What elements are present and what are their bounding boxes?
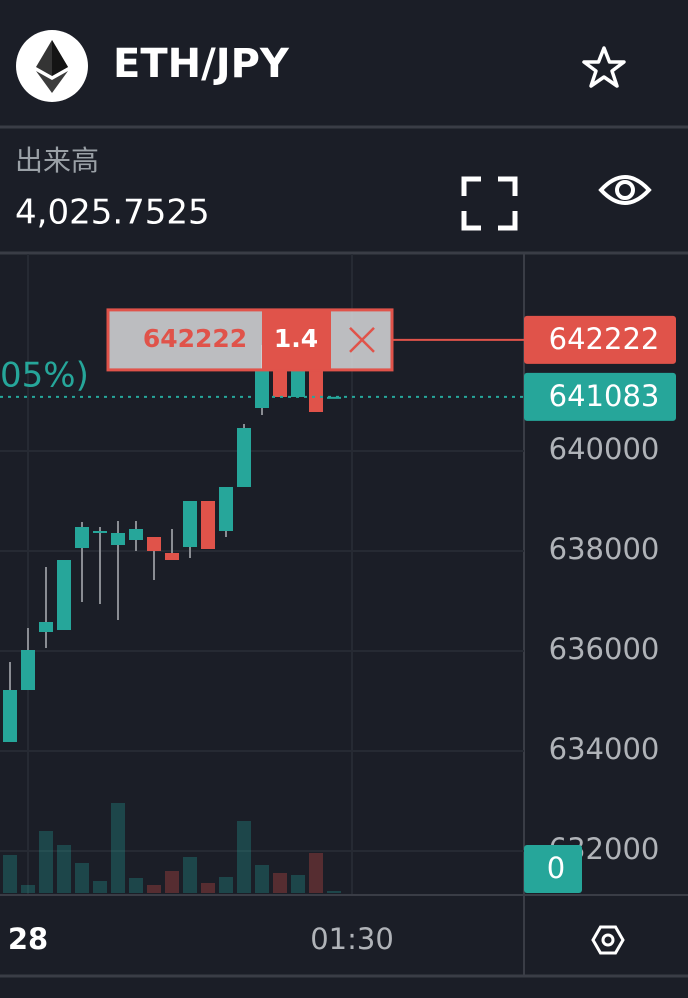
candle-body bbox=[183, 501, 197, 547]
volume-last-tag bbox=[524, 845, 582, 893]
volume-bar bbox=[273, 873, 287, 893]
favorite-star[interactable] bbox=[582, 46, 626, 88]
candle-body bbox=[147, 537, 161, 551]
volume-bar bbox=[183, 857, 197, 893]
volume-bar bbox=[129, 878, 143, 893]
volume-bar bbox=[3, 855, 17, 893]
candle-body bbox=[255, 369, 269, 408]
candle-body bbox=[21, 650, 35, 690]
pair-title: ETH/JPY bbox=[113, 41, 290, 87]
candle-body bbox=[201, 501, 215, 549]
x-tick-label: 01:30 bbox=[310, 922, 394, 956]
order-price-axis-label: 642222 bbox=[549, 322, 660, 356]
last-price-label: 641083 bbox=[549, 379, 660, 413]
candle-body bbox=[309, 369, 323, 412]
settings-button[interactable] bbox=[591, 925, 625, 955]
volume-bar bbox=[237, 821, 251, 893]
candle-body bbox=[3, 690, 17, 742]
fullscreen-button[interactable] bbox=[461, 176, 518, 231]
volume-bar bbox=[57, 845, 71, 893]
volume-bar bbox=[327, 891, 341, 893]
volume-bar bbox=[219, 877, 233, 893]
partial-label: 05%) bbox=[0, 356, 89, 396]
volume-last-label: 0 bbox=[547, 851, 565, 885]
order-box bbox=[106, 308, 394, 372]
y-tick-label: 638000 bbox=[549, 532, 660, 566]
order-qty-box bbox=[262, 309, 331, 370]
y-tick-label: 640000 bbox=[549, 432, 660, 466]
candle-body bbox=[57, 560, 71, 630]
volume-bar bbox=[39, 831, 53, 893]
volume-bar bbox=[21, 885, 35, 893]
volume-bar bbox=[255, 865, 269, 893]
order-price-label: 642222 bbox=[143, 324, 247, 353]
x-tick-label: 28 bbox=[8, 922, 48, 956]
y-tick-label: 636000 bbox=[549, 632, 660, 666]
candle-body bbox=[93, 531, 107, 533]
settings-button-dot bbox=[601, 933, 615, 947]
order-cancel[interactable] bbox=[349, 327, 375, 353]
candle-body bbox=[291, 369, 305, 397]
volume-bar bbox=[201, 883, 215, 893]
stat-label: 出来高 bbox=[15, 144, 99, 177]
candle-body bbox=[219, 487, 233, 531]
stat-value: 4,025.7525 bbox=[15, 193, 210, 233]
volume-bar bbox=[147, 885, 161, 893]
candle-body bbox=[273, 369, 287, 397]
volume-bar bbox=[309, 853, 323, 893]
volume-bar bbox=[93, 881, 107, 893]
y-tick-label: 634000 bbox=[549, 732, 660, 766]
volume-bar bbox=[291, 875, 305, 893]
candle-body bbox=[129, 529, 143, 540]
candle-body bbox=[75, 527, 89, 548]
volume-bar bbox=[111, 803, 125, 893]
candle-body bbox=[327, 396, 341, 399]
volume-bar bbox=[75, 863, 89, 893]
visibility-button[interactable] bbox=[598, 175, 652, 205]
candle-body bbox=[111, 533, 125, 545]
eth-icon bbox=[16, 30, 88, 102]
candle-body bbox=[39, 622, 53, 632]
volume-bar bbox=[165, 871, 179, 893]
order-price-tag bbox=[524, 315, 676, 364]
order-qty-label: 1.4 bbox=[274, 324, 318, 353]
candle-body bbox=[237, 428, 251, 487]
last-price-tag bbox=[524, 372, 676, 421]
candle-body bbox=[165, 553, 179, 560]
